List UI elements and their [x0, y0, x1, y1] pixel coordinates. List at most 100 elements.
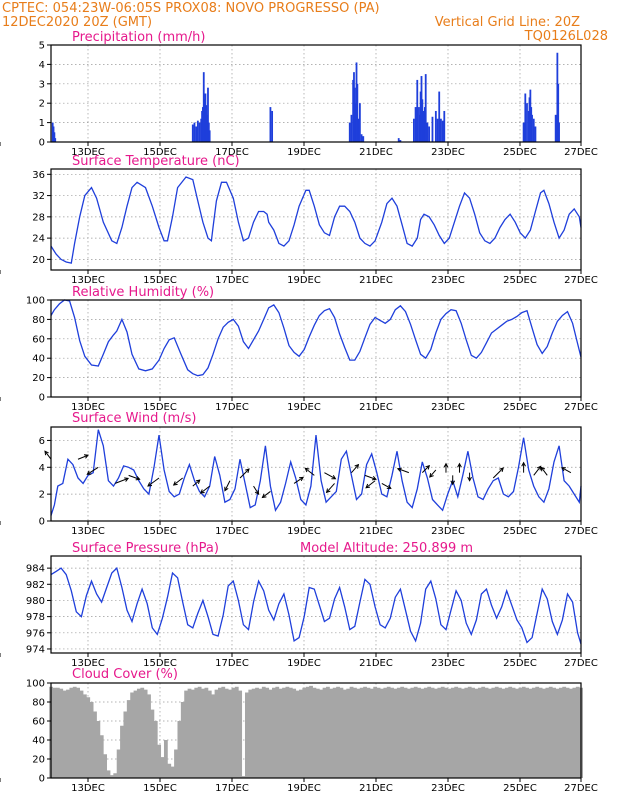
- precip-bar: [440, 118, 442, 142]
- cloud-bar: [295, 690, 300, 778]
- precip-xtick-label: 23DEC: [431, 147, 465, 158]
- wind-arrow-head: [254, 490, 260, 496]
- cloud-bar: [353, 687, 357, 778]
- cloud-bar: [113, 773, 118, 778]
- cloud-bar: [143, 689, 148, 778]
- wind-arrow-head: [147, 482, 153, 487]
- cloud-bar: [555, 688, 560, 778]
- cloud-bar: [99, 735, 104, 778]
- cloud-bar: [136, 688, 141, 778]
- panel-title-precipitation: Precipitation (mm/h): [72, 30, 205, 45]
- cloud-bar: [167, 763, 172, 778]
- cloud-bar: [461, 688, 465, 778]
- cloud-ytick-label: 0: [39, 774, 45, 785]
- cloud-bar: [160, 757, 165, 778]
- cloud-xtick-label: 17DEC: [215, 783, 249, 794]
- wind-arrow-head: [536, 465, 542, 471]
- cloud-bar: [278, 688, 283, 778]
- wind-arrow-head: [304, 467, 310, 473]
- wind-arrow-head: [172, 481, 178, 486]
- precip-xtick-label: 19DEC: [287, 147, 321, 158]
- cloud-bar: [251, 688, 256, 778]
- cloud-bar: [491, 687, 496, 778]
- cloud-bar: [163, 740, 168, 778]
- precip-frame: [50, 44, 582, 143]
- cloud-bar: [569, 688, 573, 778]
- wind-xtick-label: 15DEC: [143, 526, 177, 537]
- rh-xtick-label: 27DEC: [564, 402, 598, 413]
- wind-arrow: [364, 474, 377, 480]
- temp-ytick-label: 28: [32, 212, 45, 223]
- wind-arrow: [262, 491, 271, 498]
- cloud-bar: [390, 687, 394, 778]
- pres-ytick-label: 984: [26, 564, 45, 575]
- cloud-bar: [221, 686, 226, 778]
- cloud-bar: [427, 686, 432, 778]
- cloud-bar: [285, 686, 290, 778]
- wind-arrow: [305, 467, 315, 476]
- cloud-bar: [241, 776, 246, 778]
- cloud-bar: [430, 687, 435, 778]
- cloud-bar: [315, 688, 320, 778]
- cloud-bar: [531, 687, 536, 778]
- temp-frame: [50, 168, 582, 271]
- precip-bar: [436, 118, 439, 142]
- cloud-bar: [228, 689, 232, 778]
- precip-bar: [554, 114, 557, 142]
- wind-arrow-head: [443, 462, 449, 468]
- rh-xtick-label: 19DEC: [287, 402, 321, 413]
- panel-title-pressure: Surface Pressure (hPa): [72, 541, 219, 556]
- cloud-bar: [366, 687, 371, 778]
- cloud-bar: [275, 686, 280, 778]
- cloud-bar: [174, 749, 178, 778]
- cloud-bar: [76, 687, 81, 778]
- wind-arrow-head: [467, 476, 472, 482]
- panel-title-cloud-cover: Cloud Cover (%): [72, 667, 178, 682]
- precip-xtick-label: 25DEC: [503, 147, 537, 158]
- cloud-bar: [265, 687, 270, 778]
- precip-xtick-label: 15DEC: [143, 147, 177, 158]
- wind-xtick-label: 13DEC: [71, 526, 105, 537]
- wind-arrow-head: [560, 467, 566, 472]
- cloud-frame: [50, 682, 582, 779]
- precip-bar: [522, 122, 525, 142]
- wind-arrow: [324, 472, 336, 480]
- cloud-bar: [153, 721, 158, 778]
- cloud-bar: [79, 690, 84, 778]
- wind-arrow-head: [44, 450, 49, 456]
- wind-xtick-label: 25DEC: [503, 526, 537, 537]
- wind-xtick-label: 23DEC: [431, 526, 465, 537]
- rh-ytick-label: 0: [39, 393, 45, 404]
- precip-bar: [428, 126, 430, 142]
- cloud-bar: [332, 687, 337, 778]
- cloud-bar: [204, 687, 209, 778]
- header-grid-note: Vertical Grid Line: 20Z: [435, 15, 580, 30]
- precip-bar: [414, 107, 417, 142]
- precip-bar: [269, 107, 272, 142]
- precip-bar: [431, 116, 434, 142]
- wind-arrow-head: [195, 479, 201, 484]
- cloud-bar: [140, 687, 145, 778]
- cloud-bar: [123, 711, 128, 778]
- wind-ytick-label: 2: [39, 490, 45, 501]
- cloud-bar: [86, 697, 91, 778]
- cloud-bar: [244, 692, 249, 778]
- cloud-bar: [184, 690, 189, 778]
- pres-ytick-label: 978: [26, 612, 45, 623]
- cloud-bar: [66, 689, 70, 778]
- wind-arrow: [173, 477, 183, 486]
- wind-xtick-label: 17DEC: [215, 526, 249, 537]
- cloud-xtick-label: 21DEC: [359, 783, 393, 794]
- cloud-bar: [484, 687, 489, 778]
- precip-bar: [196, 120, 199, 142]
- pres-ytick-label: 976: [26, 628, 45, 639]
- precip-bar: [356, 83, 359, 142]
- wind-arrow: [147, 477, 160, 487]
- cloud-xtick-label: 19DEC: [287, 783, 321, 794]
- cloud-bar: [380, 688, 384, 778]
- cloud-bar: [413, 686, 418, 778]
- cloud-bar: [93, 711, 97, 778]
- rh-ytick-label: 80: [32, 315, 45, 326]
- cloud-bar: [498, 687, 502, 778]
- cloud-bar: [288, 687, 293, 778]
